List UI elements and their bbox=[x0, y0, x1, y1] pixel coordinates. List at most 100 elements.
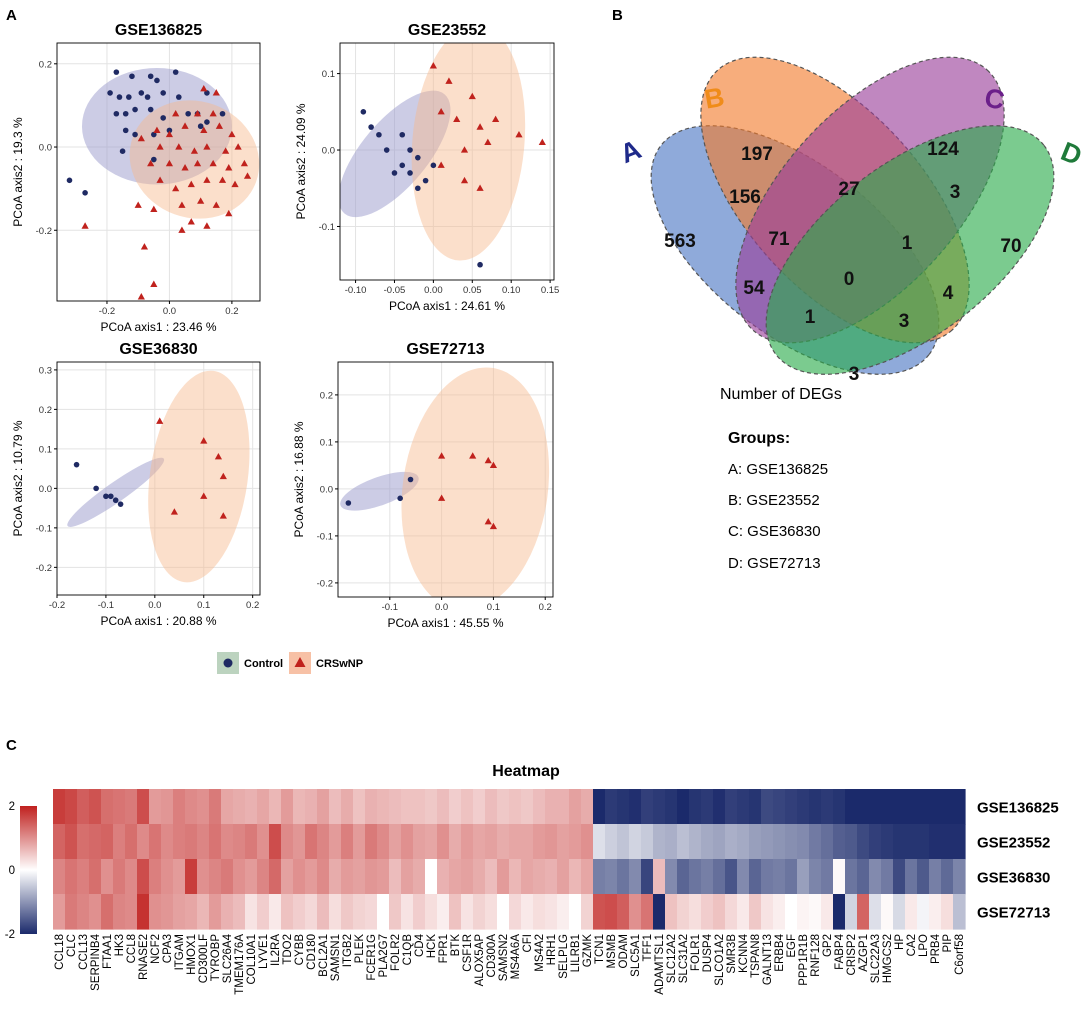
heatmap-cell bbox=[281, 894, 294, 930]
heatmap-cell bbox=[677, 789, 690, 825]
heatmap-cell bbox=[317, 894, 330, 930]
heatmap-column-label: CA2 bbox=[906, 934, 918, 956]
venn-region-d: 70 bbox=[1000, 236, 1021, 257]
control-point bbox=[383, 147, 390, 153]
heatmap-column-label: CFI bbox=[522, 934, 534, 953]
heatmap: GSE136825 GSE23552 GSE36830 GSE72713 CCL18 CL… bbox=[5, 789, 1059, 995]
heatmap-column-label: BTK bbox=[450, 934, 462, 957]
heatmap-cell bbox=[953, 894, 966, 930]
x-axis-label: PCoA axis1 : 45.55 % bbox=[387, 616, 503, 630]
heatmap-cell bbox=[701, 824, 714, 860]
heatmap-cell bbox=[401, 859, 414, 895]
y-axis-label: PCoA axis2 : 19.3 % bbox=[11, 117, 25, 227]
crswnp-point bbox=[240, 159, 248, 167]
heatmap-cell bbox=[881, 894, 894, 930]
heatmap-cell bbox=[581, 824, 594, 860]
heatmap-cell bbox=[497, 824, 510, 860]
heatmap-cell bbox=[641, 824, 654, 860]
heatmap-cell bbox=[905, 894, 918, 930]
heatmap-cell bbox=[617, 789, 630, 825]
heatmap-cell bbox=[845, 824, 858, 860]
crswnp-point bbox=[200, 437, 208, 444]
heatmap-column-label: ALOX5AP bbox=[474, 934, 486, 987]
crswnp-point bbox=[178, 226, 186, 233]
heatmap-cell bbox=[341, 824, 354, 860]
heatmap-cell bbox=[257, 824, 270, 860]
pcoa-plot-gse36830: -0.2 -0.1 0.0 0.1 0.2 -0.2 -0.1 0.0 0.1 0.2 0.3 GSE… bbox=[11, 341, 261, 628]
heatmap-column-label: SLC5A1 bbox=[630, 934, 642, 977]
heatmap-cell bbox=[221, 789, 234, 825]
heatmap-cell bbox=[737, 789, 750, 825]
heatmap-column-label: PIP bbox=[942, 934, 954, 953]
heatmap-cell bbox=[569, 894, 582, 930]
heatmap-cell bbox=[389, 859, 402, 895]
heatmap-cell bbox=[569, 789, 582, 825]
crswnp-point bbox=[489, 461, 498, 468]
heatmap-cell bbox=[869, 894, 882, 930]
heatmap-column-label: CPA3 bbox=[162, 934, 174, 963]
heatmap-cell bbox=[101, 894, 114, 930]
heatmap-cell bbox=[461, 789, 474, 825]
colorbar-tick-label: 2 bbox=[9, 801, 15, 813]
legend-control-label: Control bbox=[244, 658, 283, 670]
heatmap-cell bbox=[101, 789, 114, 825]
control-point bbox=[132, 106, 138, 113]
x-tick-label: -0.2 bbox=[49, 600, 65, 611]
heatmap-cell bbox=[917, 859, 930, 895]
heatmap-cell bbox=[77, 789, 90, 825]
heatmap-cell bbox=[329, 859, 342, 895]
y-tick-label: 0.2 bbox=[39, 405, 52, 416]
control-point bbox=[204, 119, 210, 125]
venn-set-d bbox=[765, 125, 1055, 375]
y-tick-label: 0.1 bbox=[320, 437, 333, 448]
x-tick-label: -0.2 bbox=[99, 306, 115, 317]
heatmap-cell bbox=[113, 894, 126, 930]
y-tick-label: 0.0 bbox=[322, 146, 335, 157]
panel-label-a: A bbox=[6, 7, 17, 24]
plot-frame bbox=[337, 361, 554, 598]
heatmap-column-label: SLC22A3 bbox=[870, 934, 882, 983]
crswnp-point bbox=[212, 89, 220, 96]
crswnp-point bbox=[214, 452, 223, 460]
heatmap-column-label: MS4A2 bbox=[534, 934, 546, 972]
plot-title: GSE72713 bbox=[406, 341, 484, 358]
crswnp-point bbox=[203, 222, 211, 229]
venn-region-ad: 3 bbox=[849, 364, 860, 385]
heatmap-cell bbox=[521, 789, 534, 825]
heatmap-cell bbox=[77, 894, 90, 930]
plot-frame bbox=[56, 361, 261, 596]
heatmap-cell bbox=[797, 894, 810, 930]
plot-title: GSE23552 bbox=[408, 22, 486, 39]
heatmap-column-label: ITGB2 bbox=[342, 934, 354, 967]
heatmap-column-label: SLC31A2 bbox=[678, 934, 690, 983]
heatmap-column-label: MS4A6A bbox=[510, 934, 522, 980]
heatmap-cell bbox=[581, 894, 594, 930]
crswnp-point bbox=[203, 176, 211, 183]
crswnp-point bbox=[209, 109, 217, 117]
control-point bbox=[399, 131, 406, 138]
x-tick-label: -0.10 bbox=[345, 285, 367, 296]
heatmap-cell bbox=[149, 894, 162, 930]
heatmap-column-label: FTAA1 bbox=[102, 934, 114, 969]
control-point bbox=[147, 73, 154, 80]
heatmap-column-label: CD300LF bbox=[198, 934, 210, 983]
heatmap-cell bbox=[617, 824, 630, 860]
crswnp-point bbox=[81, 222, 89, 229]
heatmap-cell bbox=[53, 824, 66, 860]
x-tick-label: 0.1 bbox=[197, 600, 210, 611]
heatmap-cell bbox=[929, 789, 942, 825]
crswnp-point bbox=[190, 147, 199, 154]
y-axis-label: PCoA axis2 : 16.88 % bbox=[292, 421, 306, 537]
heatmap-cell bbox=[773, 894, 786, 930]
heatmap-column-label: RNASE2 bbox=[138, 934, 150, 980]
crswnp-confidence-ellipse bbox=[411, 43, 526, 261]
control-point bbox=[407, 147, 413, 153]
x-tick-label: -0.1 bbox=[382, 602, 398, 613]
heatmap-cell bbox=[845, 789, 858, 825]
x-tick-label: 0.0 bbox=[435, 602, 448, 613]
crswnp-point bbox=[212, 201, 220, 208]
heatmap-cell bbox=[161, 894, 174, 930]
heatmap-row-label: GSE72713 bbox=[977, 905, 1050, 922]
heatmap-cell bbox=[665, 789, 678, 825]
heatmap-cell bbox=[65, 894, 78, 930]
